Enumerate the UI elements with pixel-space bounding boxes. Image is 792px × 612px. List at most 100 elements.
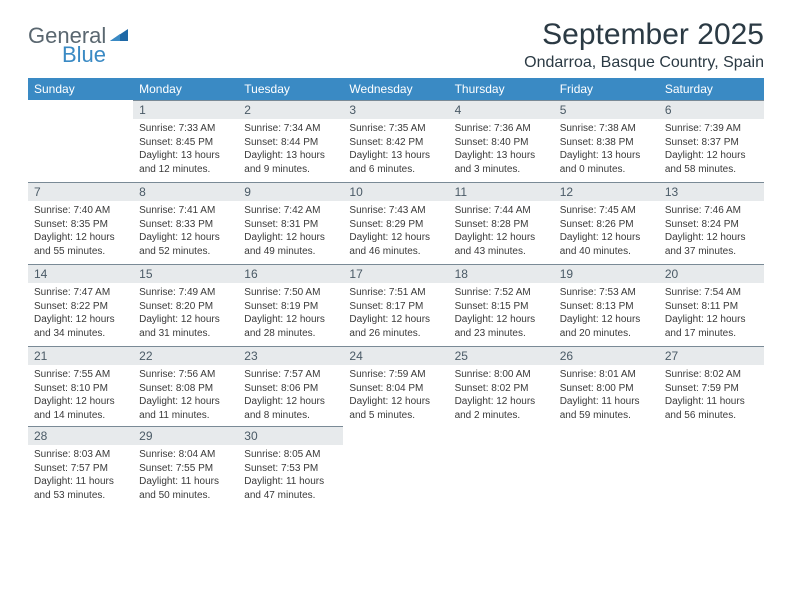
day-details: Sunrise: 7:45 AMSunset: 8:26 PMDaylight:… — [554, 201, 659, 262]
day-details: Sunrise: 7:35 AMSunset: 8:42 PMDaylight:… — [343, 119, 448, 180]
day-details: Sunrise: 7:47 AMSunset: 8:22 PMDaylight:… — [28, 283, 133, 344]
calendar-empty-cell — [343, 426, 448, 506]
day-details: Sunrise: 7:34 AMSunset: 8:44 PMDaylight:… — [238, 119, 343, 180]
calendar-day-cell: 8Sunrise: 7:41 AMSunset: 8:33 PMDaylight… — [133, 182, 238, 264]
calendar-empty-cell — [659, 426, 764, 506]
logo-text: General Blue — [28, 24, 130, 66]
calendar-day-cell: 14Sunrise: 7:47 AMSunset: 8:22 PMDayligh… — [28, 264, 133, 346]
day-details: Sunrise: 7:40 AMSunset: 8:35 PMDaylight:… — [28, 201, 133, 262]
calendar-week-row: 7Sunrise: 7:40 AMSunset: 8:35 PMDaylight… — [28, 182, 764, 264]
calendar-day-cell: 26Sunrise: 8:01 AMSunset: 8:00 PMDayligh… — [554, 346, 659, 426]
day-details: Sunrise: 7:38 AMSunset: 8:38 PMDaylight:… — [554, 119, 659, 180]
calendar-empty-cell — [28, 100, 133, 182]
day-details: Sunrise: 7:51 AMSunset: 8:17 PMDaylight:… — [343, 283, 448, 344]
calendar-day-cell: 17Sunrise: 7:51 AMSunset: 8:17 PMDayligh… — [343, 264, 448, 346]
weekday-header: Thursday — [449, 78, 554, 100]
day-details: Sunrise: 7:59 AMSunset: 8:04 PMDaylight:… — [343, 365, 448, 426]
day-details: Sunrise: 7:55 AMSunset: 8:10 PMDaylight:… — [28, 365, 133, 426]
calendar-day-cell: 23Sunrise: 7:57 AMSunset: 8:06 PMDayligh… — [238, 346, 343, 426]
calendar-day-cell: 25Sunrise: 8:00 AMSunset: 8:02 PMDayligh… — [449, 346, 554, 426]
calendar-day-cell: 9Sunrise: 7:42 AMSunset: 8:31 PMDaylight… — [238, 182, 343, 264]
day-number: 4 — [449, 100, 554, 119]
day-details: Sunrise: 7:56 AMSunset: 8:08 PMDaylight:… — [133, 365, 238, 426]
calendar-week-row: 28Sunrise: 8:03 AMSunset: 7:57 PMDayligh… — [28, 426, 764, 506]
day-details: Sunrise: 7:39 AMSunset: 8:37 PMDaylight:… — [659, 119, 764, 180]
location-subtitle: Ondarroa, Basque Country, Spain — [524, 54, 764, 72]
calendar-day-cell: 6Sunrise: 7:39 AMSunset: 8:37 PMDaylight… — [659, 100, 764, 182]
calendar-table: SundayMondayTuesdayWednesdayThursdayFrid… — [28, 78, 764, 506]
day-details: Sunrise: 7:33 AMSunset: 8:45 PMDaylight:… — [133, 119, 238, 180]
day-number: 29 — [133, 426, 238, 445]
weekday-header: Friday — [554, 78, 659, 100]
calendar-day-cell: 21Sunrise: 7:55 AMSunset: 8:10 PMDayligh… — [28, 346, 133, 426]
day-details: Sunrise: 7:43 AMSunset: 8:29 PMDaylight:… — [343, 201, 448, 262]
day-details: Sunrise: 7:57 AMSunset: 8:06 PMDaylight:… — [238, 365, 343, 426]
day-details: Sunrise: 8:00 AMSunset: 8:02 PMDaylight:… — [449, 365, 554, 426]
calendar-day-cell: 11Sunrise: 7:44 AMSunset: 8:28 PMDayligh… — [449, 182, 554, 264]
calendar-day-cell: 16Sunrise: 7:50 AMSunset: 8:19 PMDayligh… — [238, 264, 343, 346]
calendar-day-cell: 4Sunrise: 7:36 AMSunset: 8:40 PMDaylight… — [449, 100, 554, 182]
weekday-header: Monday — [133, 78, 238, 100]
calendar-empty-cell — [449, 426, 554, 506]
day-number: 30 — [238, 426, 343, 445]
day-number: 10 — [343, 182, 448, 201]
day-number: 8 — [133, 182, 238, 201]
title-block: September 2025 Ondarroa, Basque Country,… — [524, 18, 764, 72]
day-details: Sunrise: 8:02 AMSunset: 7:59 PMDaylight:… — [659, 365, 764, 426]
day-number: 13 — [659, 182, 764, 201]
day-number: 27 — [659, 346, 764, 365]
calendar-day-cell: 24Sunrise: 7:59 AMSunset: 8:04 PMDayligh… — [343, 346, 448, 426]
day-details: Sunrise: 7:46 AMSunset: 8:24 PMDaylight:… — [659, 201, 764, 262]
day-number: 20 — [659, 264, 764, 283]
day-number: 1 — [133, 100, 238, 119]
calendar-day-cell: 28Sunrise: 8:03 AMSunset: 7:57 PMDayligh… — [28, 426, 133, 506]
day-number: 19 — [554, 264, 659, 283]
calendar-day-cell: 1Sunrise: 7:33 AMSunset: 8:45 PMDaylight… — [133, 100, 238, 182]
calendar-empty-cell — [554, 426, 659, 506]
day-number: 11 — [449, 182, 554, 201]
calendar-day-cell: 2Sunrise: 7:34 AMSunset: 8:44 PMDaylight… — [238, 100, 343, 182]
calendar-day-cell: 30Sunrise: 8:05 AMSunset: 7:53 PMDayligh… — [238, 426, 343, 506]
day-details: Sunrise: 7:36 AMSunset: 8:40 PMDaylight:… — [449, 119, 554, 180]
calendar-day-cell: 27Sunrise: 8:02 AMSunset: 7:59 PMDayligh… — [659, 346, 764, 426]
calendar-day-cell: 12Sunrise: 7:45 AMSunset: 8:26 PMDayligh… — [554, 182, 659, 264]
day-number: 9 — [238, 182, 343, 201]
day-details: Sunrise: 8:04 AMSunset: 7:55 PMDaylight:… — [133, 445, 238, 506]
day-number: 15 — [133, 264, 238, 283]
calendar-day-cell: 29Sunrise: 8:04 AMSunset: 7:55 PMDayligh… — [133, 426, 238, 506]
day-number: 23 — [238, 346, 343, 365]
calendar-day-cell: 22Sunrise: 7:56 AMSunset: 8:08 PMDayligh… — [133, 346, 238, 426]
day-number: 24 — [343, 346, 448, 365]
day-number: 18 — [449, 264, 554, 283]
weekday-header: Wednesday — [343, 78, 448, 100]
day-number: 22 — [133, 346, 238, 365]
day-number: 21 — [28, 346, 133, 365]
day-details: Sunrise: 7:42 AMSunset: 8:31 PMDaylight:… — [238, 201, 343, 262]
day-details: Sunrise: 7:50 AMSunset: 8:19 PMDaylight:… — [238, 283, 343, 344]
month-title: September 2025 — [524, 18, 764, 52]
calendar-day-cell: 10Sunrise: 7:43 AMSunset: 8:29 PMDayligh… — [343, 182, 448, 264]
day-details: Sunrise: 7:49 AMSunset: 8:20 PMDaylight:… — [133, 283, 238, 344]
day-details: Sunrise: 7:44 AMSunset: 8:28 PMDaylight:… — [449, 201, 554, 262]
calendar-day-cell: 7Sunrise: 7:40 AMSunset: 8:35 PMDaylight… — [28, 182, 133, 264]
day-details: Sunrise: 7:53 AMSunset: 8:13 PMDaylight:… — [554, 283, 659, 344]
calendar-day-cell: 20Sunrise: 7:54 AMSunset: 8:11 PMDayligh… — [659, 264, 764, 346]
calendar-day-cell: 3Sunrise: 7:35 AMSunset: 8:42 PMDaylight… — [343, 100, 448, 182]
calendar-day-cell: 13Sunrise: 7:46 AMSunset: 8:24 PMDayligh… — [659, 182, 764, 264]
weekday-header: Tuesday — [238, 78, 343, 100]
calendar-day-cell: 19Sunrise: 7:53 AMSunset: 8:13 PMDayligh… — [554, 264, 659, 346]
day-number: 14 — [28, 264, 133, 283]
day-number: 28 — [28, 426, 133, 445]
weekday-header: Saturday — [659, 78, 764, 100]
day-number: 17 — [343, 264, 448, 283]
day-number: 16 — [238, 264, 343, 283]
day-details: Sunrise: 8:01 AMSunset: 8:00 PMDaylight:… — [554, 365, 659, 426]
day-number: 7 — [28, 182, 133, 201]
logo-triangle-icon — [108, 24, 130, 47]
day-number: 5 — [554, 100, 659, 119]
day-details: Sunrise: 7:54 AMSunset: 8:11 PMDaylight:… — [659, 283, 764, 344]
day-number: 2 — [238, 100, 343, 119]
day-details: Sunrise: 7:41 AMSunset: 8:33 PMDaylight:… — [133, 201, 238, 262]
calendar-weekday-header: SundayMondayTuesdayWednesdayThursdayFrid… — [28, 78, 764, 100]
day-details: Sunrise: 8:05 AMSunset: 7:53 PMDaylight:… — [238, 445, 343, 506]
